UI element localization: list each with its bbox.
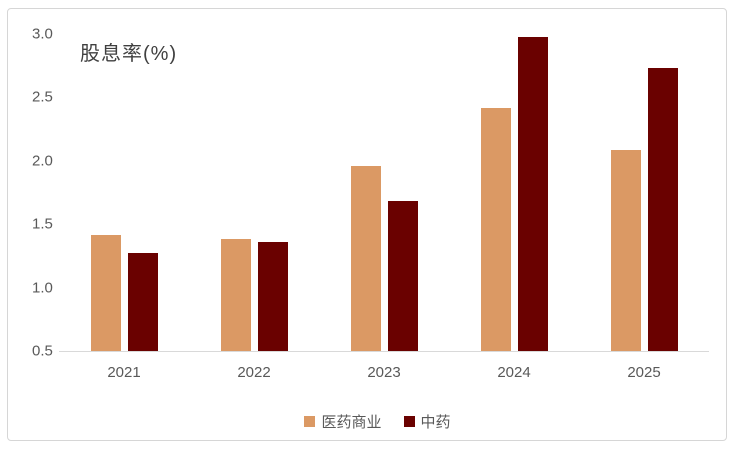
x-tick-label-2022: 2022 [237, 364, 271, 381]
bar-医药商业-2025 [610, 150, 641, 351]
chart-card: 股息率(%) 0.5 1.0 1.5 2.0 2.5 3.0 2021 2022 2023 20… [7, 8, 727, 441]
legend: 医药商业 中药 [8, 411, 739, 432]
legend-item-医药商业: 医药商业 [304, 411, 382, 432]
y-tick-label: 3.0 [32, 25, 53, 42]
x-tick-label-2023: 2023 [367, 364, 401, 381]
x-tick-label-2025: 2025 [627, 364, 661, 381]
legend-label: 中药 [420, 414, 451, 431]
y-tick-label: 2.0 [32, 152, 53, 169]
x-axis-line [59, 351, 709, 352]
bar-医药商业-2023 [350, 165, 381, 351]
legend-item-中药: 中药 [403, 411, 451, 432]
bar-中药-2025 [647, 67, 678, 351]
y-tick-label: 1.5 [32, 215, 53, 233]
bar-中药-2024 [517, 37, 548, 351]
legend-swatch-icon [403, 416, 415, 427]
bar-医药商业-2022 [220, 239, 251, 351]
bar-中药-2021 [127, 253, 158, 351]
legend-label: 医药商业 [321, 414, 382, 431]
x-tick-label-2024: 2024 [497, 364, 531, 381]
y-tick-label: 1.0 [32, 279, 53, 296]
y-tick-label: 2.5 [32, 88, 53, 106]
bar-中药-2022 [257, 241, 288, 351]
x-tick-label-2021: 2021 [107, 364, 141, 381]
bar-医药商业-2021 [90, 235, 121, 351]
bar-中药-2023 [387, 201, 418, 351]
y-tick-label: 0.5 [32, 342, 53, 360]
bar-医药商业-2024 [480, 108, 511, 351]
chart-title: 股息率(%) [80, 43, 178, 65]
legend-swatch-icon [304, 416, 316, 427]
